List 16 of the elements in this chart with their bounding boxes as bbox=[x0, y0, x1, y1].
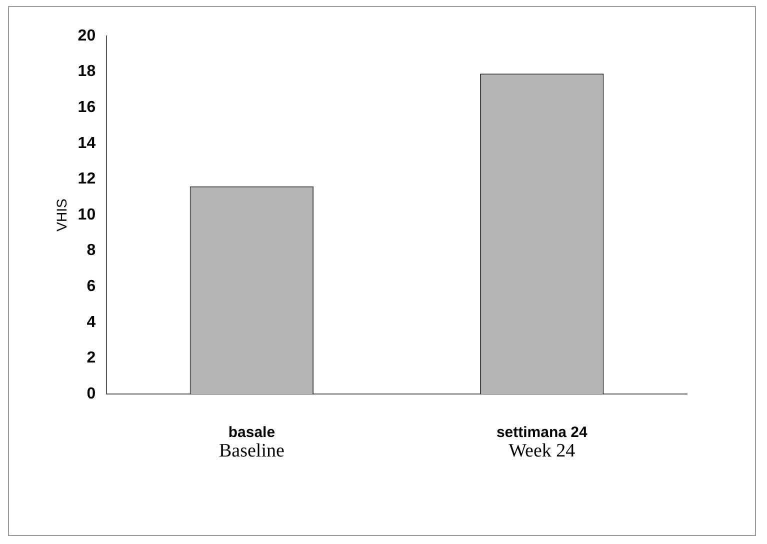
y-tick-label: 12 bbox=[78, 170, 96, 188]
y-tick-label: 0 bbox=[86, 385, 96, 402]
y-tick-label: 4 bbox=[86, 314, 96, 331]
x-tick-label: basale bbox=[228, 424, 276, 442]
y-tick-label: 16 bbox=[78, 99, 96, 116]
y-axis-title: VHIS bbox=[53, 198, 70, 232]
y-tick-label: 8 bbox=[86, 242, 96, 260]
x-tick-label: settimana 24 bbox=[496, 424, 588, 442]
y-tick-label: 6 bbox=[86, 278, 96, 296]
text: Week 24 bbox=[508, 440, 576, 462]
y-tick-label: 10 bbox=[78, 206, 96, 224]
text: Baseline bbox=[218, 440, 284, 462]
y-tick-label: 18 bbox=[78, 63, 96, 80]
y-tick-label: 14 bbox=[78, 134, 96, 152]
y-tick-label: 2 bbox=[86, 350, 96, 367]
y-tick-label: 20 bbox=[78, 27, 96, 44]
